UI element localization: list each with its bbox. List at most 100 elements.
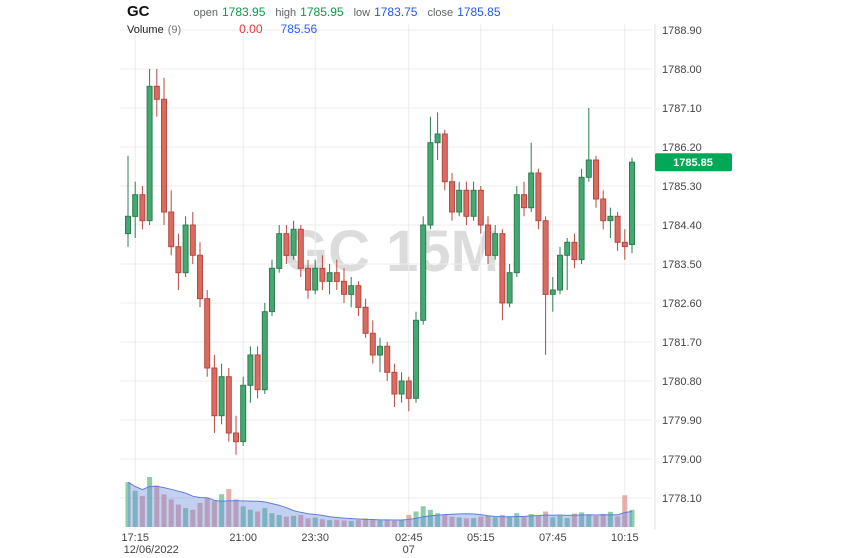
volume-bar <box>600 513 606 527</box>
volume-bar <box>499 514 505 527</box>
candle <box>161 98 167 213</box>
volume-bar <box>125 482 131 527</box>
volume-bar <box>435 513 441 527</box>
volume-bar <box>269 513 275 527</box>
candle <box>233 432 239 443</box>
time-axis[interactable]: 17:15 21:00 23:30 02:45 05:15 07:45 10:15 12/06… <box>121 532 638 556</box>
volume-bar <box>291 515 297 527</box>
volume-bar <box>471 518 477 527</box>
candle <box>204 298 211 369</box>
volume-bar <box>586 514 592 527</box>
candle <box>571 241 578 261</box>
time-tick-label: 10:15 <box>611 532 639 544</box>
candle <box>153 85 160 100</box>
candle <box>319 267 326 282</box>
candle <box>276 233 283 269</box>
candle <box>477 189 484 226</box>
volume-bar <box>319 519 325 527</box>
price-tick-label: 1784.40 <box>662 220 702 232</box>
candle <box>218 376 225 417</box>
candle <box>254 354 261 391</box>
volume-bar <box>147 477 153 527</box>
candle <box>341 280 347 295</box>
price-tick-label: 1788.90 <box>662 25 702 37</box>
candle <box>369 332 376 356</box>
volume-bar <box>233 499 239 527</box>
candle <box>492 233 499 256</box>
volume-bar <box>427 509 433 527</box>
volume-bar <box>449 516 455 527</box>
volume-bar <box>535 515 541 527</box>
volume-bar <box>478 516 484 527</box>
candle <box>449 181 455 213</box>
volume-bar <box>327 520 333 527</box>
volume-bar <box>298 514 304 527</box>
candle <box>290 228 297 256</box>
candle <box>463 189 470 217</box>
time-tick-label: 23:30 <box>301 532 329 544</box>
price-tick-label: 1779.90 <box>662 415 702 427</box>
price-tick-label: 1785.30 <box>662 181 702 193</box>
candle <box>542 220 549 295</box>
candle <box>506 272 513 304</box>
candle <box>247 354 254 386</box>
candle <box>146 85 153 222</box>
price-tick-label: 1788.00 <box>662 64 702 76</box>
volume-bar <box>543 511 549 527</box>
candle <box>427 142 434 226</box>
candle <box>240 384 247 443</box>
candle <box>377 345 383 356</box>
price-tick-label: 1780.80 <box>662 376 702 388</box>
volume-bar <box>399 520 405 527</box>
high-label: high <box>275 7 297 19</box>
candle <box>470 189 477 217</box>
ohlc-header: GC open 1783.95 high 1785.95 low 1783.75 cl… <box>127 3 511 21</box>
volume-bar <box>485 515 491 527</box>
price-tick-label: 1782.60 <box>662 298 702 310</box>
candle <box>578 176 585 261</box>
candle <box>297 228 304 269</box>
time-tick-label: 07:45 <box>539 532 567 544</box>
volume-bar <box>622 495 628 527</box>
volume-bar <box>615 516 621 527</box>
volume-bar <box>391 520 397 527</box>
candle <box>499 233 506 304</box>
volume-bar <box>168 499 174 527</box>
candle <box>391 371 398 395</box>
volume-bar <box>514 513 520 527</box>
volume-bar <box>456 517 462 527</box>
time-tick-label: 02:45 <box>395 532 423 544</box>
volume-bar <box>377 520 383 527</box>
volume-bar <box>305 518 311 527</box>
open-label: open <box>193 7 218 19</box>
volume-bar <box>564 518 570 527</box>
volume-bar <box>262 508 268 527</box>
candlesticks <box>125 69 635 455</box>
volume-bar <box>384 519 390 527</box>
candle <box>225 376 232 434</box>
volume-bar <box>521 516 527 527</box>
candle <box>549 289 556 295</box>
candle <box>197 254 203 300</box>
candle <box>521 194 527 209</box>
candle <box>456 189 463 213</box>
volume-bar <box>255 511 261 527</box>
volume-bar <box>607 511 613 527</box>
candle <box>629 161 635 245</box>
candle <box>132 194 139 217</box>
volume-bar <box>240 506 246 527</box>
volume-bar <box>276 514 282 527</box>
candle <box>557 254 563 291</box>
volume-bar <box>593 515 599 527</box>
volume-bar <box>370 519 376 527</box>
volume-bar <box>550 517 556 527</box>
candle <box>312 267 319 291</box>
volume-bar <box>247 509 253 527</box>
watermark: GC 15M <box>283 219 499 284</box>
candle <box>513 194 520 274</box>
candle <box>269 267 275 313</box>
candle <box>413 319 419 399</box>
price-axis[interactable]: 1788.90 1788.00 1787.10 1786.20 1785.30 1784.… <box>662 25 702 505</box>
